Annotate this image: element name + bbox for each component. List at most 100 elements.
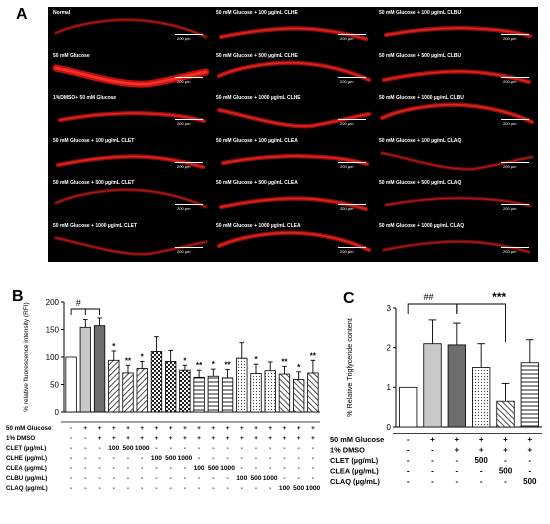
condition-cell: - [70, 475, 72, 482]
worm-image [54, 235, 208, 256]
condition-cell: + [268, 435, 272, 442]
tile-label: 50 mM Glucose + 1000 µg/mL CLBU [379, 95, 464, 101]
micrograph-tile: 50 mM Glucose 200 µm [48, 50, 209, 91]
y-axis-label: % Relative Triglyceride content [345, 318, 354, 417]
condition-cell: - [431, 446, 434, 455]
scale-bar: 200 µm [338, 119, 366, 128]
micrograph-tile: 50 mM Glucose + 1000 µg/mL CLHE 200 µm [211, 92, 372, 133]
condition-cell: - [255, 445, 257, 452]
bar [236, 357, 248, 413]
condition-cell: + [226, 425, 230, 432]
panel-a-letter: A [16, 6, 28, 23]
scale-bar: 200 µm [338, 34, 366, 43]
condition-cell: + [183, 435, 187, 442]
scale-bar-label: 200 µm [503, 206, 517, 211]
condition-cell: + [430, 435, 435, 444]
bar [65, 356, 77, 413]
significance-marker: * [297, 363, 301, 372]
condition-cell: - [84, 465, 86, 472]
condition-cell: - [141, 455, 143, 462]
scale-bar-label: 200 µm [177, 248, 191, 254]
condition-cell: - [504, 456, 507, 465]
condition-cell: 500 [293, 485, 304, 492]
bar [264, 370, 276, 413]
condition-cell: 1000 [220, 465, 235, 472]
bar [179, 369, 191, 413]
scale-bar-label: 200 µm [340, 36, 354, 41]
significance-bracket [456, 303, 506, 342]
condition-cell: - [226, 485, 228, 492]
condition-cell: 100 [194, 465, 205, 472]
significance-marker: ## [423, 292, 433, 302]
scale-bar: 200 µm [175, 161, 203, 171]
condition-cell: - [241, 485, 243, 492]
bar [278, 373, 291, 413]
condition-cell: + [297, 425, 301, 432]
condition-cell: - [155, 445, 157, 452]
condition-cell: + [83, 425, 87, 432]
micrograph-tile: 1%DMSO+ 50 mM Glucose 200 µm [48, 92, 209, 133]
micrograph-tile: 50 mM Glucose + 100 µg/mL CLAQ 200 µm [374, 135, 535, 176]
condition-cell: - [198, 455, 200, 462]
y-tick-label: 150 [46, 325, 60, 334]
micrograph-tile: 50 mM Glucose + 100 µg/mL CLHE 200 µm [211, 7, 372, 48]
condition-cell: + [297, 435, 301, 442]
condition-cell: - [170, 475, 172, 482]
condition-cell: - [184, 445, 186, 452]
condition-row-label: CLET (µg/mL) [6, 445, 46, 452]
scale-bar-label: 200 µm [177, 121, 191, 126]
condition-cell: + [283, 435, 287, 442]
condition-cell: - [255, 455, 257, 462]
significance-marker: *** [492, 290, 506, 304]
tile-label: 50 mM Glucose + 500 µg/mL CLAQ [379, 180, 462, 186]
micrograph-tile: 50 mM Glucose + 1000 µg/mL CLAQ 200 µm [374, 220, 535, 261]
condition-row-label: CLEA (µg/mL) [6, 465, 47, 472]
condition-cell: - [212, 455, 214, 462]
y-tick-label: 100 [46, 353, 60, 362]
condition-cell: - [212, 445, 214, 452]
condition-cell: - [141, 475, 143, 482]
significance-marker: * [183, 356, 187, 365]
condition-cell: - [298, 445, 300, 452]
bar [496, 400, 515, 428]
condition-cell: + [527, 435, 532, 444]
condition-cell: - [312, 475, 314, 482]
condition-cell: - [70, 465, 72, 472]
condition-cell: - [127, 485, 129, 492]
y-tick-label: 200 [46, 298, 60, 307]
condition-cell: - [84, 435, 86, 442]
worm-image [379, 102, 535, 125]
scale-bar-label: 200 µm [503, 248, 517, 254]
condition-cell: - [241, 455, 243, 462]
condition-cell: + [155, 435, 159, 442]
bar [472, 367, 491, 428]
worm-image [383, 26, 533, 39]
condition-cell: - [70, 445, 72, 452]
worm-image [218, 26, 369, 42]
worm-image [218, 196, 369, 212]
bar [307, 372, 319, 413]
condition-row-label: 1% DMSO [6, 435, 35, 442]
condition-cell: - [70, 455, 72, 462]
bar [293, 379, 305, 413]
worm-image [52, 64, 209, 88]
condition-cell: - [455, 467, 458, 476]
rfi-bar-chart: 0 50 100 150 200 % relative fluorescence inte… [6, 298, 321, 492]
condition-cell: - [98, 475, 100, 482]
condition-cell: 100 [236, 475, 247, 482]
condition-cell: 100 [151, 455, 162, 462]
significance-marker: * [254, 355, 258, 364]
bar [193, 376, 205, 413]
significance-marker: # [76, 298, 81, 308]
significance-marker: ** [196, 361, 203, 370]
condition-cell: - [283, 445, 285, 452]
condition-cell: + [283, 425, 287, 432]
significance-marker: * [112, 342, 116, 351]
bar [136, 368, 148, 413]
condition-row-label: CLAQ (µg/mL) [330, 477, 380, 486]
condition-cell: 500 [208, 465, 219, 472]
condition-row-label: CLEA (µg/mL) [330, 467, 379, 476]
condition-cell: - [407, 456, 410, 465]
significance-marker: ** [224, 361, 231, 370]
panel-b-letter: B [12, 288, 24, 305]
